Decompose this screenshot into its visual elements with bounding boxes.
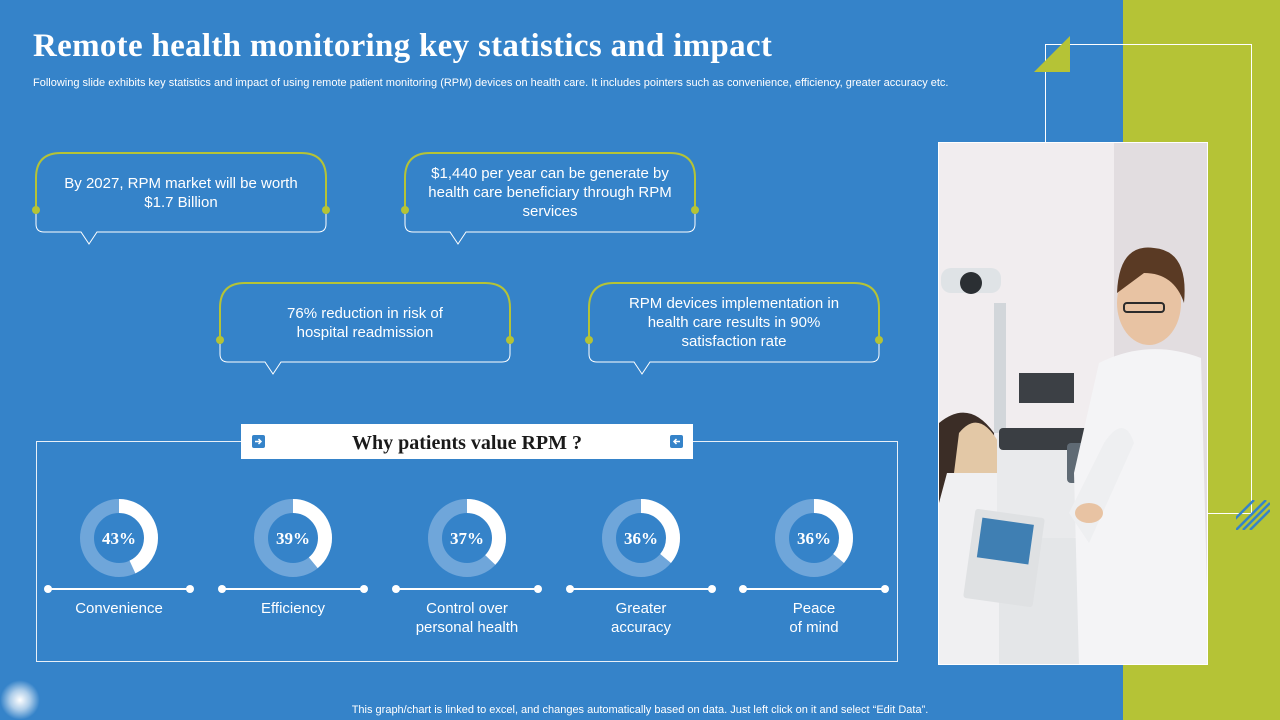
label-line: Efficiency (261, 600, 325, 617)
label-line: Peace (792, 600, 836, 617)
stat-text: $1,440 per year can be generate by healt… (428, 165, 672, 220)
donut-chart (80, 499, 158, 577)
arrow-icon (670, 435, 683, 448)
stat-bubble-revenue: $1,440 per year can be generate by healt… (401, 152, 699, 246)
donut-category-label: Convenience (47, 599, 191, 618)
donut-value-label: 37% (450, 529, 484, 548)
stat-text: 76% reduction in risk of hospital readmi… (287, 305, 443, 341)
stat-bubble-market: By 2027, RPM market will be worth $1.7 B… (32, 152, 330, 246)
footer-note: This graph/chart is linked to excel, and… (351, 704, 929, 716)
panel-title: Why patients value RPM ? (352, 432, 582, 454)
arrow-icon (252, 435, 265, 448)
donut-arc (80, 499, 158, 577)
bubble-outline (216, 282, 514, 375)
bubble-outline (401, 152, 699, 245)
corner-triangle-decoration (1034, 36, 1070, 72)
label-line: Control over (426, 600, 508, 617)
donut-value-label: 43% (102, 529, 136, 548)
label-line: Convenience (75, 600, 163, 617)
donut-arc (602, 499, 680, 577)
stat-bubble-readmission: 76% reduction in risk of hospital readmi… (216, 282, 514, 376)
label-divider (218, 585, 368, 593)
stat-text: By 2027, RPM market will be worth $1.7 B… (64, 175, 298, 211)
donut-arc (775, 499, 853, 577)
donut-arc (254, 499, 332, 577)
donut-category-label: Peace of mind (742, 599, 886, 637)
bubble-outline (32, 152, 330, 245)
donut-value-label: 36% (797, 529, 831, 548)
hatch-decoration (1236, 500, 1270, 530)
label-divider (739, 585, 889, 593)
donut-category-label: Control over personal health (395, 599, 539, 637)
donut-chart (775, 499, 853, 577)
light-glow-decoration (0, 680, 40, 720)
donut-arc (428, 499, 506, 577)
donut-value-label: 36% (624, 529, 658, 548)
label-line: Greater (615, 600, 667, 617)
label-divider (566, 585, 716, 593)
doctor-photo (938, 142, 1208, 665)
label-divider (392, 585, 542, 593)
label-line: personal health (415, 619, 519, 636)
donut-chart (602, 499, 680, 577)
label-line: accuracy (610, 619, 672, 636)
panel-header: Why patients value RPM ? (241, 424, 693, 459)
stat-text: RPM devices implementation in health car… (628, 295, 840, 350)
donut-chart (254, 499, 332, 577)
donut-category-label: Greater accuracy (569, 599, 713, 637)
label-line: of mind (789, 619, 839, 636)
donut-chart (428, 499, 506, 577)
stat-bubble-satisfaction: RPM devices implementation in health car… (585, 282, 883, 376)
page-title: Remote health monitoring key statistics … (33, 28, 773, 64)
photo-illustration (939, 143, 1207, 664)
page-subtitle: Following slide exhibits key statistics … (33, 77, 949, 89)
donut-category-label: Efficiency (221, 599, 365, 618)
label-divider (44, 585, 194, 593)
bubble-outline (585, 282, 883, 375)
donut-value-label: 39% (276, 529, 310, 548)
